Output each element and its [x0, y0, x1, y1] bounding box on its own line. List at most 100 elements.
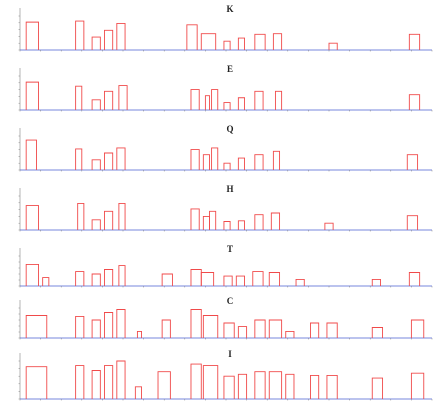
signal-peak	[237, 220, 245, 230]
signal-peak	[270, 212, 281, 230]
signal-peak	[190, 208, 200, 230]
signal-peak	[254, 319, 266, 338]
signal-peak	[202, 365, 219, 399]
signal-peak	[408, 33, 421, 50]
signal-peak	[310, 322, 320, 338]
signal-peak	[223, 102, 231, 110]
signal-peak	[75, 20, 85, 50]
panel-title: C	[227, 296, 234, 306]
signal-peak	[268, 319, 283, 338]
panel-title: T	[227, 244, 233, 254]
panel-h: H	[18, 184, 433, 232]
signal-peak	[190, 363, 202, 399]
signal-peak	[254, 214, 264, 230]
signal-peak	[75, 365, 85, 399]
signal-peak	[285, 330, 295, 338]
signal-peak	[268, 272, 281, 286]
signal-peak	[75, 85, 83, 110]
signal-peak	[326, 374, 338, 399]
panel-e: E	[18, 64, 433, 112]
signal-peak	[408, 272, 421, 286]
signal-peak	[104, 312, 114, 338]
signal-peak	[75, 148, 83, 170]
signal-peak	[134, 386, 142, 399]
signal-peak	[211, 147, 219, 170]
signal-peak	[202, 154, 210, 170]
signal-peak	[237, 157, 245, 170]
signal-peak	[25, 315, 48, 338]
signal-peak	[237, 97, 245, 110]
signal-peak	[371, 327, 384, 338]
signal-peak	[202, 215, 210, 230]
signal-peak	[116, 147, 126, 170]
signal-peak	[235, 275, 245, 286]
signal-peak	[25, 21, 39, 50]
signal-peak	[190, 309, 202, 338]
signal-peak	[42, 277, 50, 286]
signal-peak	[118, 265, 126, 286]
signal-peak	[200, 272, 215, 286]
panel-k: K	[18, 4, 433, 52]
panel-i: I	[18, 349, 433, 401]
signal-peak	[272, 33, 283, 50]
signal-peak	[104, 152, 114, 170]
panel-title: E	[227, 64, 233, 74]
signal-peak	[91, 159, 101, 170]
signal-peak	[104, 29, 114, 50]
panel-t: T	[18, 244, 433, 288]
signal-peak	[406, 215, 419, 230]
signal-peak	[200, 33, 217, 50]
signal-peak	[25, 263, 39, 286]
signal-peak	[223, 322, 235, 338]
signal-peak	[371, 377, 384, 399]
signal-peak	[25, 81, 39, 110]
signal-peak	[204, 95, 210, 110]
signal-peak	[136, 330, 142, 338]
signal-peak	[211, 89, 219, 110]
signal-peak	[104, 90, 114, 110]
panel-title: H	[226, 184, 233, 194]
signal-peak	[223, 375, 235, 399]
signal-peak	[75, 271, 85, 286]
signal-peak	[116, 23, 126, 50]
signal-peak	[202, 315, 219, 338]
panel-title: Q	[226, 124, 233, 134]
signal-peak	[91, 319, 101, 338]
signal-peak	[223, 162, 231, 170]
signal-peak	[254, 33, 266, 50]
signal-peak	[104, 269, 114, 286]
signal-peak	[104, 365, 114, 399]
signal-peak	[75, 315, 85, 338]
signal-peak	[328, 42, 338, 50]
signal-peak	[223, 275, 233, 286]
signal-peak	[285, 373, 295, 399]
signal-peak	[104, 210, 114, 230]
signal-peak	[326, 322, 338, 338]
signal-peak	[116, 309, 126, 338]
signal-peak	[190, 149, 200, 170]
signal-peak	[209, 210, 217, 230]
panel-q: Q	[18, 124, 433, 172]
signal-peak	[91, 99, 101, 110]
signal-peak	[410, 319, 425, 338]
signal-peak	[252, 271, 264, 286]
signal-peak	[223, 221, 231, 230]
signal-peak	[254, 371, 266, 399]
signal-peak	[161, 319, 171, 338]
signal-peak	[91, 370, 101, 399]
signal-peak	[25, 205, 39, 230]
signal-peak	[190, 89, 200, 110]
signal-peak	[295, 278, 305, 286]
signal-peak	[274, 90, 283, 110]
signal-peak	[237, 326, 248, 338]
signal-peak	[254, 90, 264, 110]
panel-c: C	[18, 296, 433, 340]
signal-peak	[116, 360, 126, 399]
signal-peak	[118, 203, 126, 230]
signal-peak	[157, 371, 171, 399]
signal-peak	[77, 203, 85, 230]
signal-peak	[408, 94, 421, 110]
signal-peak	[118, 85, 128, 110]
signal-peak	[272, 150, 281, 170]
